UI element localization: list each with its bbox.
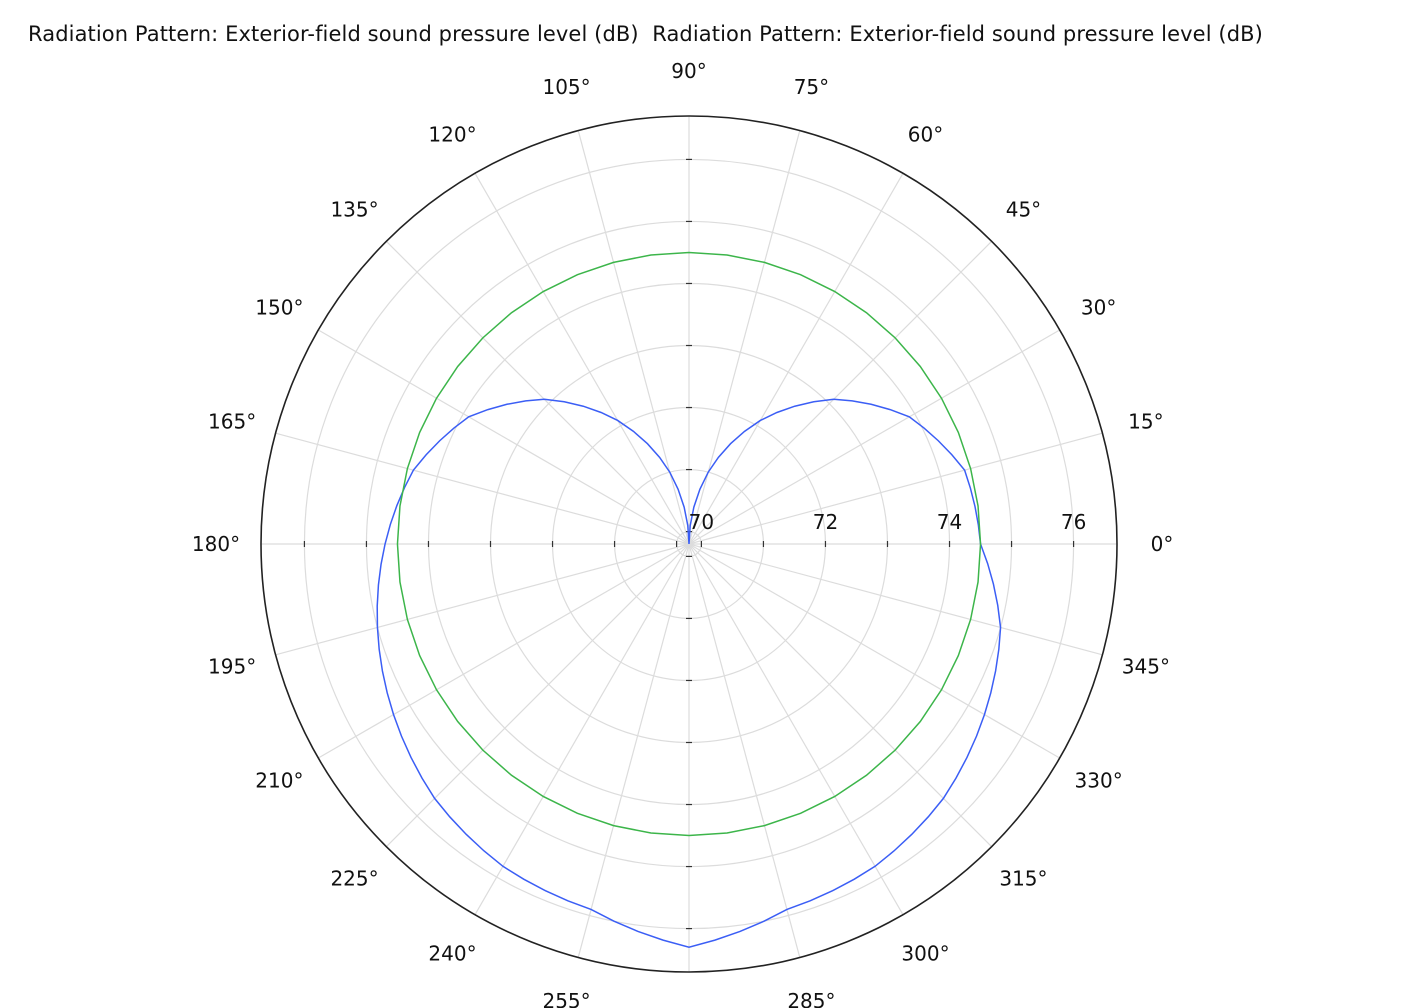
angle-tick-label: 330° — [1075, 769, 1123, 793]
angle-tick-label: 150° — [255, 296, 303, 320]
polar-grid — [261, 116, 1117, 972]
reference-level-circle — [396, 251, 982, 837]
grid-spoke — [688, 130, 801, 545]
grid-spoke — [688, 543, 801, 958]
angle-tick-label: 0° — [1151, 532, 1174, 556]
grid-spoke — [688, 329, 1060, 545]
angle-tick-label: 75° — [794, 75, 829, 99]
grid-spoke — [275, 543, 690, 656]
angle-tick-label: 60° — [908, 122, 943, 146]
grid-spoke — [318, 329, 690, 545]
angle-tick-label: 165° — [208, 410, 256, 434]
grid-spoke — [688, 543, 904, 915]
grid-spoke — [318, 543, 690, 759]
angle-tick-label: 180° — [192, 532, 240, 556]
angle-tick-label: 15° — [1128, 410, 1163, 434]
axis-labels: 0° 15° 30° 45° 60° 75° 90° 105° 120° 135° 150° 165°… — [192, 59, 1173, 1008]
radiation-pattern-line — [376, 398, 1002, 948]
angle-tick-label: 30° — [1081, 296, 1116, 320]
radial-tick-label: 76 — [1061, 510, 1086, 534]
grid-spoke — [385, 543, 690, 848]
angle-tick-label: 270° — [665, 1005, 713, 1008]
outer-axis-circle — [260, 115, 1118, 973]
grid-spoke — [577, 130, 690, 545]
grid-spoke — [688, 240, 993, 545]
angle-tick-label: 210° — [255, 769, 303, 793]
angle-tick-label: 315° — [999, 866, 1047, 890]
angle-tick-label: 240° — [428, 942, 476, 966]
angle-tick-label: 345° — [1122, 654, 1170, 678]
grid-spoke — [688, 432, 1103, 545]
grid-spoke — [688, 543, 1103, 656]
grid-spoke — [385, 240, 690, 545]
chart-title: Radiation Pattern: Exterior-field sound … — [28, 22, 1263, 46]
angle-tick-label: 225° — [330, 866, 378, 890]
grid-spoke — [688, 543, 1060, 759]
grid-spoke — [474, 543, 690, 915]
radial-tick-label: 70 — [689, 510, 714, 534]
radial-tick-label: 72 — [813, 510, 838, 534]
grid-spoke — [474, 173, 690, 545]
angle-tick-label: 255° — [542, 989, 590, 1008]
grid-spoke — [275, 432, 690, 545]
angle-tick-label: 285° — [787, 989, 835, 1008]
data-series — [376, 251, 1002, 948]
angle-tick-label: 300° — [901, 942, 949, 966]
grid-spoke — [688, 173, 904, 545]
grid-spoke — [577, 543, 690, 958]
angle-tick-label: 195° — [208, 654, 256, 678]
grid-spoke — [688, 543, 993, 848]
radial-tick-label: 74 — [937, 510, 962, 534]
angle-tick-label: 105° — [542, 75, 590, 99]
angle-tick-label: 45° — [1006, 198, 1041, 222]
angle-tick-label: 120° — [428, 122, 476, 146]
angle-tick-label: 135° — [330, 198, 378, 222]
angle-tick-label: 90° — [671, 59, 706, 83]
